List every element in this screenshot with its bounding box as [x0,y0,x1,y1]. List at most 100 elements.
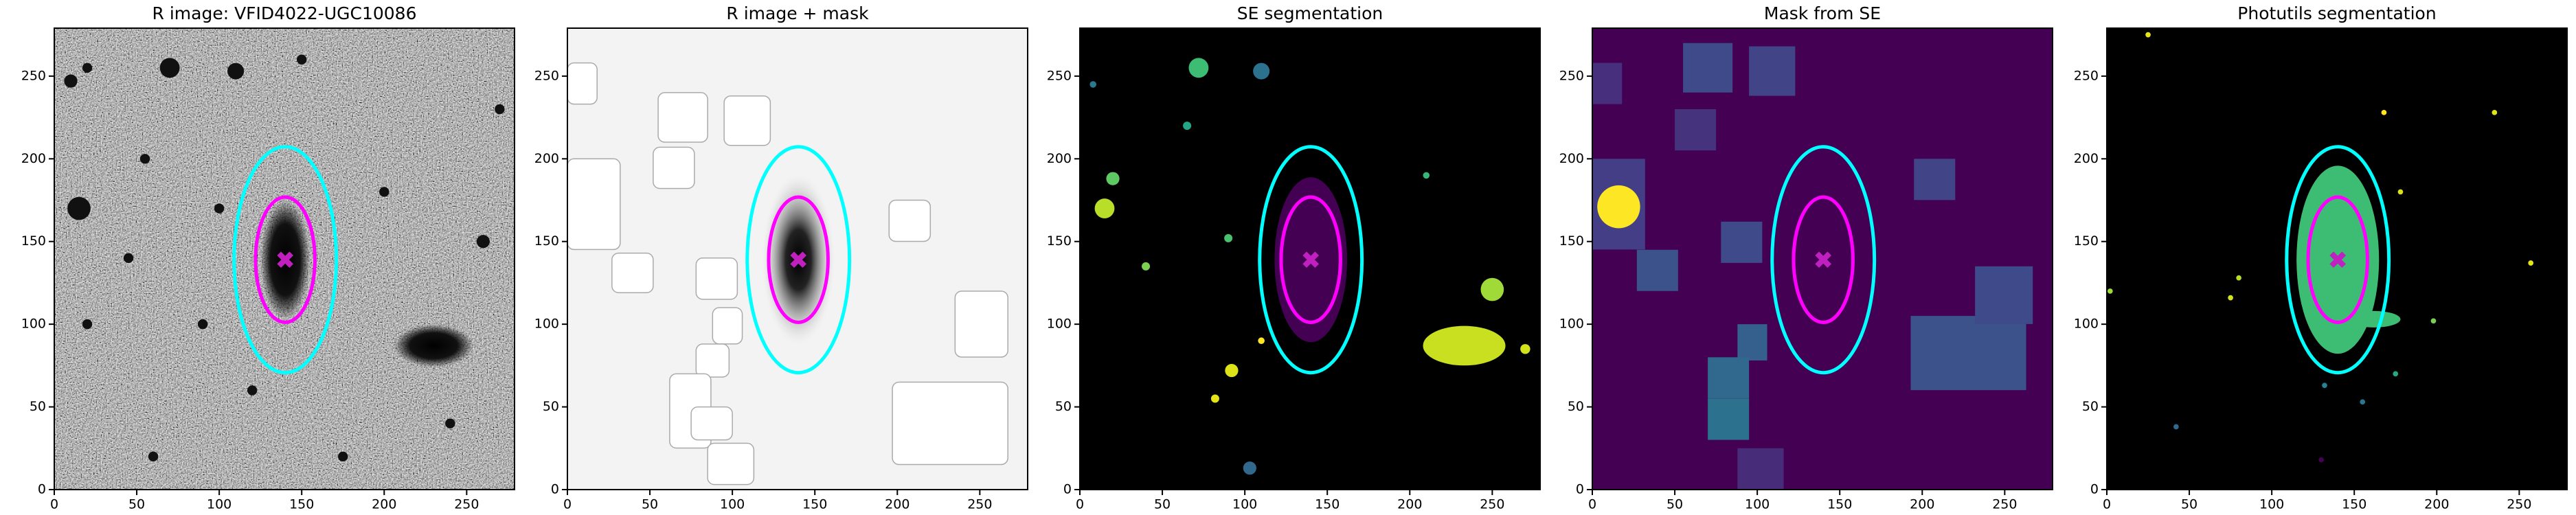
x-tick-label: 250 [2507,497,2531,512]
y-tick-label: 150 [534,233,559,249]
companion-segment [1423,325,1506,366]
panel-title: R image + mask [726,3,869,23]
segment [1243,461,1256,475]
aperture-ellipse [1770,145,1877,375]
y-tick-label: 250 [534,68,559,83]
segment [1094,198,1115,218]
panel-title: R image: VFID4022-UGC10086 [152,3,417,23]
aperture-ellipse [2306,195,2369,324]
x-tick-label: 50 [1154,497,1171,512]
x-tick-label: 0 [563,497,572,512]
mask-star [1597,185,1640,229]
aperture-ellipse [1279,195,1342,324]
star [495,104,505,115]
aperture-ellipse [232,145,339,375]
panel-image [2107,28,2567,490]
y-tick-label: 250 [1559,68,1584,83]
mask-region [1721,221,1763,263]
x-tick-label: 50 [2181,497,2197,512]
mask-region [1737,324,1767,360]
center-marker [1815,251,1832,268]
y-tick-label: 200 [534,151,559,166]
x-tick-label: 150 [2342,497,2366,512]
segment [1253,62,1270,80]
x-tick-label: 200 [1910,497,1934,512]
star [476,235,490,249]
segment [1142,262,1151,271]
x-tick-label: 150 [289,497,314,512]
mask-box [695,258,738,300]
star [445,418,455,428]
y-tick-label: 200 [21,151,46,166]
mask-region [1914,159,1956,201]
x-tick-label: 50 [128,497,145,512]
y-tick-label: 200 [2074,151,2099,166]
axes-frame [2106,27,2568,490]
y-tick-label: 200 [1559,151,1584,166]
y-tick-label: 100 [1559,317,1584,332]
mask-box [892,381,1008,466]
y-tick-label: 100 [1047,317,1072,332]
center-marker [1302,251,1320,268]
x-tick-label: 0 [50,497,58,512]
y-tick-label: 100 [21,317,46,332]
mask-region [1708,398,1750,440]
panel-image [54,28,515,490]
mask-region [1683,43,1733,93]
star [247,385,258,396]
mask-box [690,406,733,441]
aperture-ellipse [253,195,317,324]
segment [1089,81,1097,88]
mask-region [1975,266,2033,324]
aperture-ellipse [2285,145,2391,375]
segment [2397,189,2404,195]
segment [2393,371,2399,377]
segment [2528,260,2534,266]
panel-title: SE segmentation [1237,3,1383,23]
y-tick-label: 150 [1047,233,1072,249]
segment [2322,382,2327,389]
star [227,62,245,80]
y-tick-label: 50 [2082,399,2099,414]
mask-region [1592,62,1623,104]
x-tick-label: 100 [2259,497,2284,512]
x-tick-label: 250 [1992,497,2017,512]
y-tick-label: 50 [30,399,46,414]
segment [1423,172,1430,179]
segment [1188,58,1209,78]
x-tick-label: 200 [1397,497,1422,512]
center-marker [790,251,807,268]
segment [1225,363,1239,378]
axes-frame [1592,27,2053,490]
segment [1480,277,1504,301]
y-tick-label: 250 [1047,68,1072,83]
y-tick-label: 200 [1047,151,1072,166]
segment [1106,172,1120,185]
mask-box [954,290,1008,358]
x-tick-label: 150 [1315,497,1340,512]
y-tick-label: 0 [2090,482,2099,497]
segment [1224,233,1233,242]
y-tick-label: 0 [1063,482,1072,497]
x-tick-label: 200 [885,497,909,512]
panel-image [1080,28,1540,490]
y-tick-label: 150 [2074,233,2099,249]
y-tick-label: 250 [21,68,46,83]
mask-box [567,62,598,105]
x-tick-label: 50 [1667,497,1683,512]
y-tick-label: 150 [1559,233,1584,249]
star [67,196,91,220]
star [123,253,134,263]
segment [2318,457,2325,463]
aperture-ellipse [1258,145,1364,375]
star [214,203,225,214]
star [148,451,159,462]
x-tick-label: 200 [372,497,396,512]
mask-region [1749,46,1796,96]
segment [1210,394,1219,403]
x-tick-label: 100 [207,497,231,512]
segment [2228,295,2233,301]
y-tick-label: 0 [551,482,559,497]
y-tick-label: 0 [38,482,46,497]
axes-frame [1079,27,1541,490]
